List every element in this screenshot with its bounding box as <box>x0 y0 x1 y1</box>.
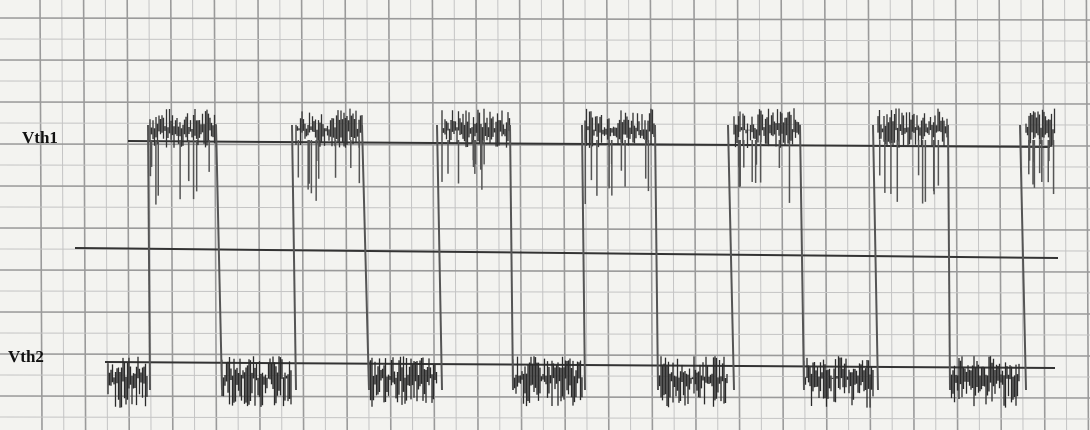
upper-threshold-label: Vth1 <box>22 128 58 147</box>
page: Vth1 Vth2 (() => { const data = JSON.par… <box>0 0 1090 430</box>
recorder-trace: Vth1 Vth2 <box>0 0 1090 430</box>
lower-threshold-label: Vth2 <box>8 347 44 366</box>
